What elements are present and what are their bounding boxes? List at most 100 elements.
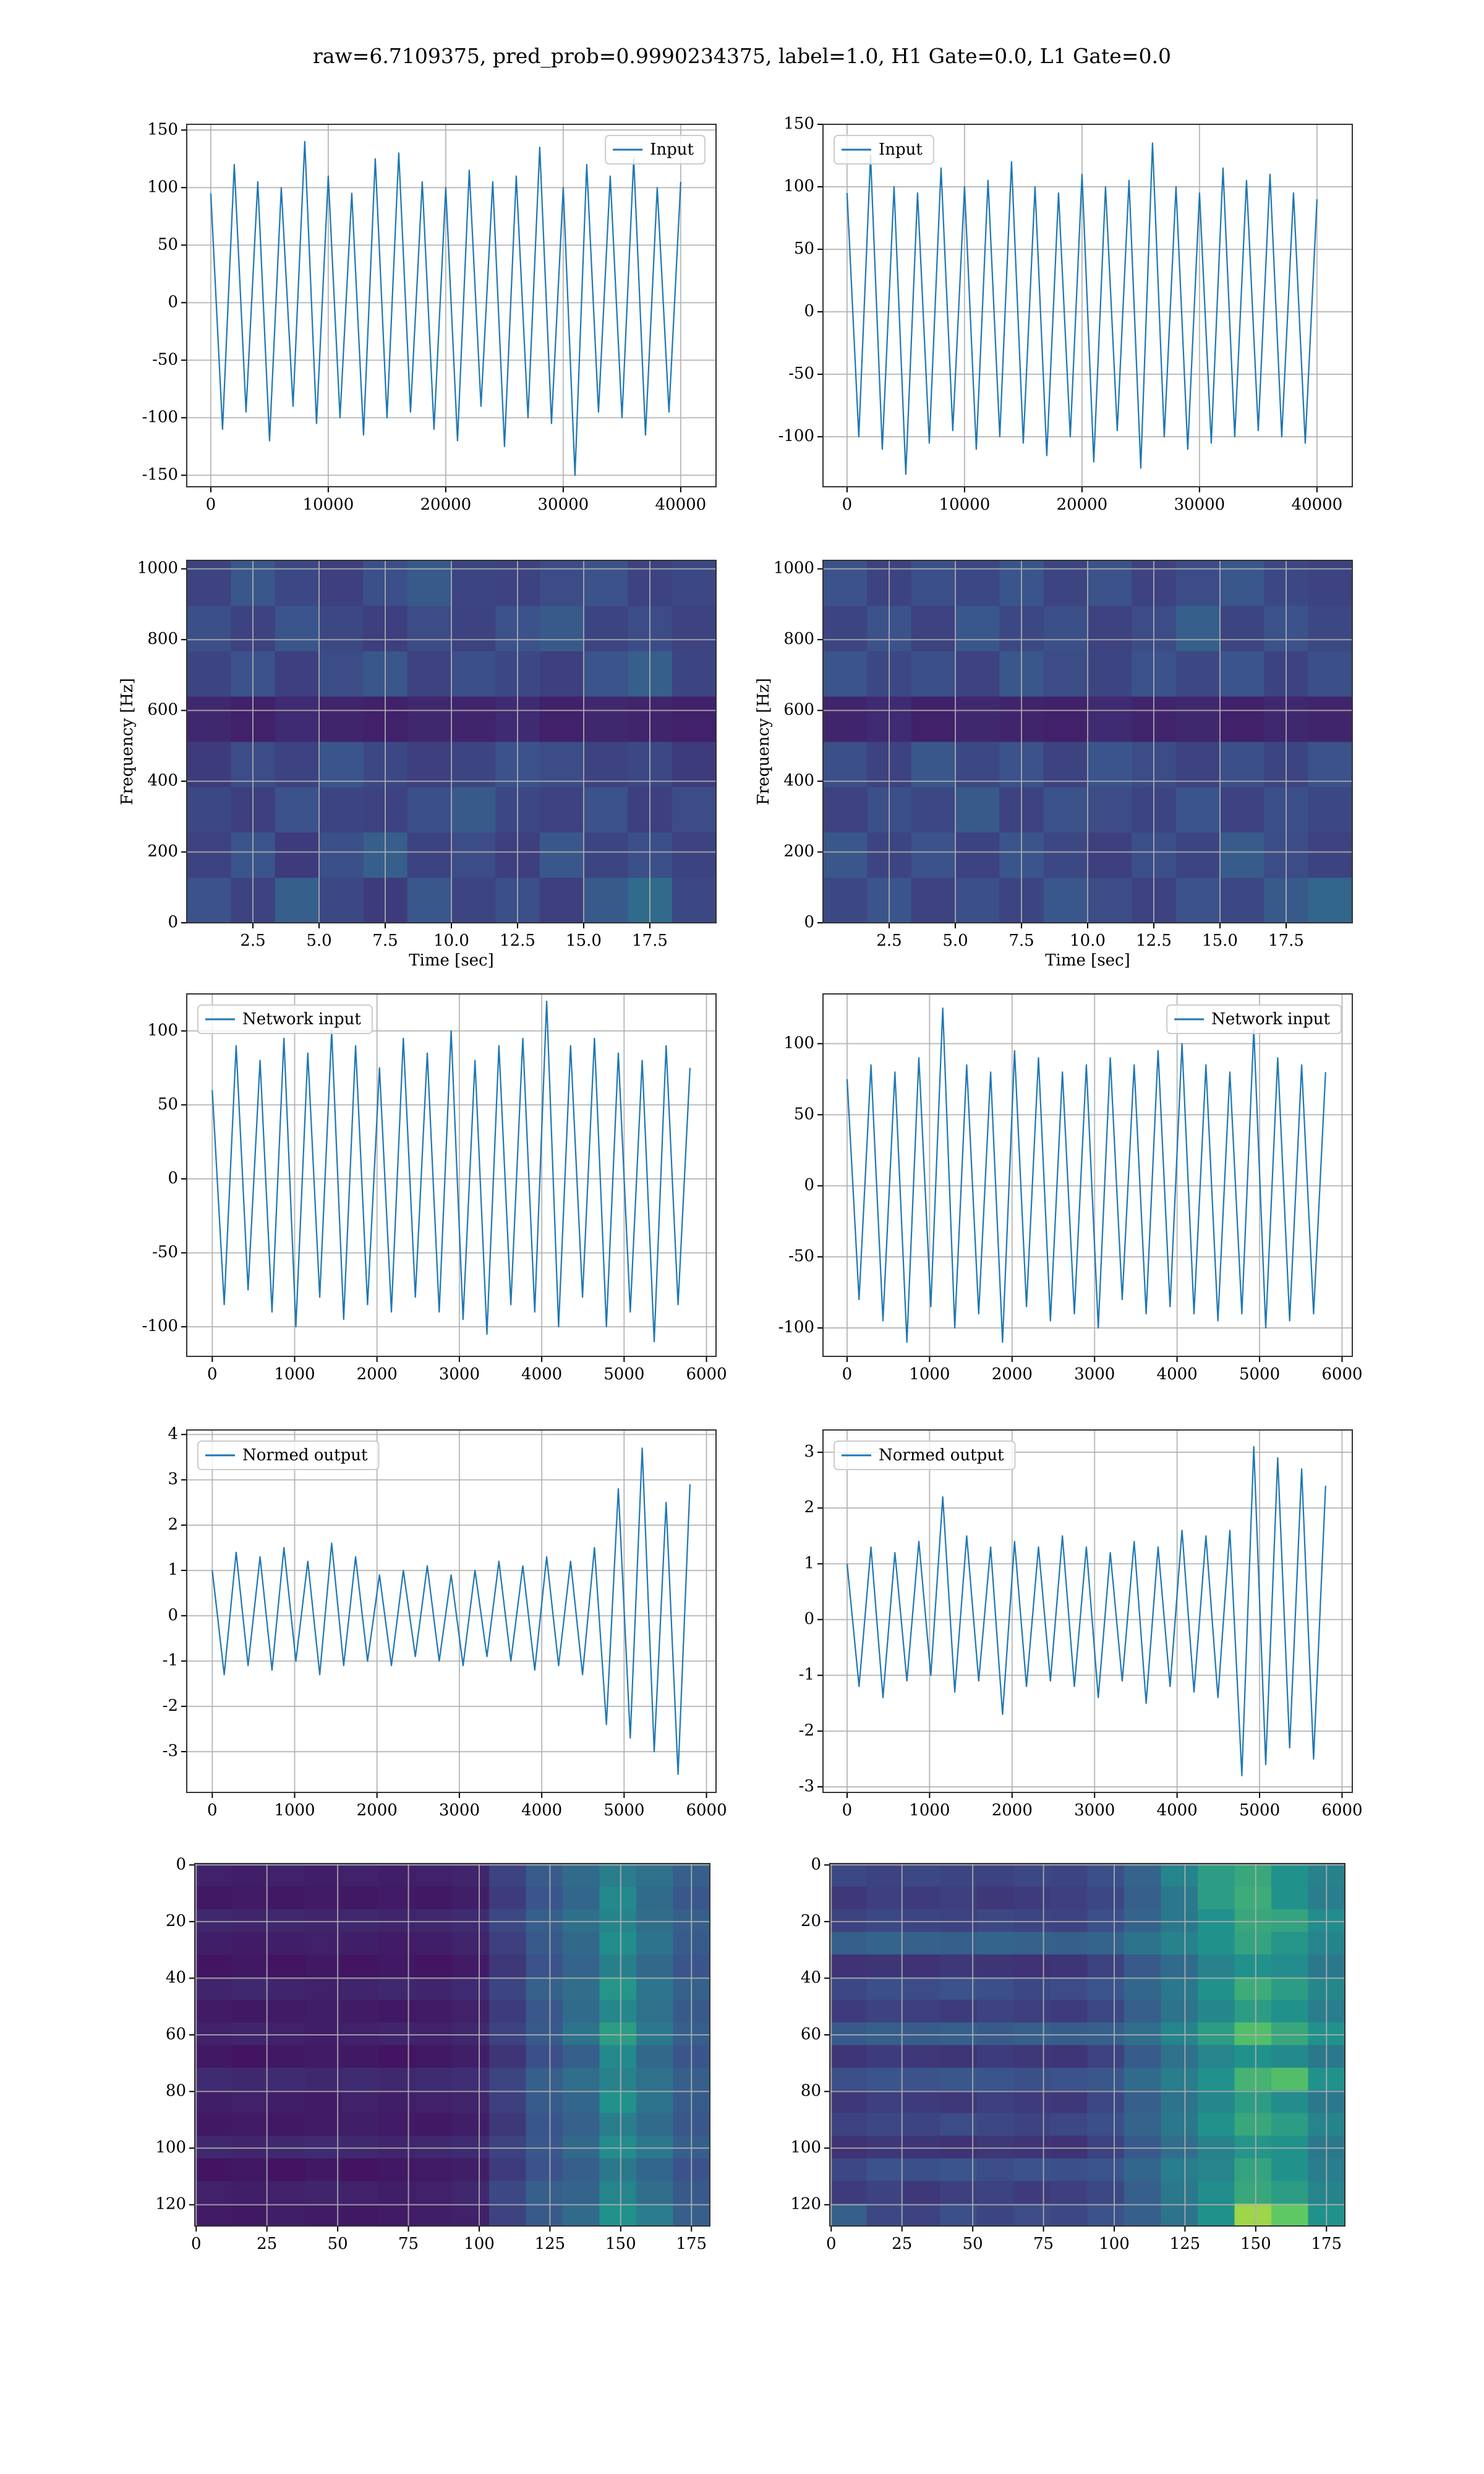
heatmap-cell [1271,2022,1308,2045]
heatmap-cell [1043,787,1088,833]
heatmap-cell [830,2022,867,2045]
y-axis-label: Frequency [Hz] [754,678,773,805]
heatmap-cell [1124,2158,1161,2181]
heatmap-cell [452,2180,490,2204]
heatmap-cell [977,2180,1014,2204]
heatmap-cell [1013,1954,1051,1977]
heatmap-cell [452,2045,490,2068]
heatmap-cell [275,560,320,606]
heatmap-cell [1271,2135,1308,2159]
heatmap-cell [195,2045,232,2068]
heatmap-cell [1087,2180,1125,2204]
y-tick-label: 50 [794,1105,814,1123]
x-tick-label: 12.5 [1136,931,1172,950]
heatmap-cell [830,1954,867,1977]
heatmap-cell [940,1954,978,1977]
heatmap-cell [1308,696,1353,742]
heatmap-cell [977,2067,1014,2091]
heatmap-cell [1051,2067,1088,2091]
x-tick-label: 100 [464,2235,495,2253]
y-tick-label: 800 [783,630,814,648]
heatmap-cell [911,787,956,833]
heatmap-cell [195,1931,232,1954]
heatmap-cell [1051,1954,1088,1977]
x-tick-label: 50 [328,2235,348,2253]
heatmap-cell [955,696,1000,742]
heatmap-cell [830,2203,867,2227]
heatmap-cell [1124,2090,1161,2113]
heatmap-cell [636,2090,673,2113]
y-tick-label: -50 [788,364,814,383]
heatmap-cell [526,1886,563,1909]
heatmap-cell [1087,2067,1125,2091]
x-tick-label: 2000 [992,1801,1033,1820]
heatmap-cell [1013,1909,1051,1932]
heatmap-cell [1271,2112,1308,2136]
heatmap-cell [231,1999,269,2022]
heatmap-cell [940,1864,978,1887]
y-tick-label: -100 [142,408,178,426]
y-tick-label: -1 [799,1666,814,1684]
x-tick-label: 100 [1099,2235,1130,2253]
heatmap-cell [940,1999,978,2022]
data-line [211,1447,691,1775]
heatmap-cell [823,787,868,833]
heatmap-cell [305,2112,343,2136]
heatmap-cell [1013,2135,1051,2159]
heatmap-cell [407,606,452,651]
heatmap-cell [1234,2158,1272,2181]
heatmap-cell [903,2112,940,2136]
heatmap-cell [1043,606,1088,651]
x-tick-label: 30000 [1174,495,1226,514]
axes-frame [822,993,1353,1357]
heatmap-cell [187,606,231,651]
heatmap-cell [1124,1999,1161,2022]
legend: Normed output [197,1440,380,1470]
heatmap-cell [940,1931,978,1954]
heatmap-cell [636,2158,673,2181]
heatmap-cell [489,1864,526,1887]
x-tick-label: 5000 [603,1365,644,1384]
x-tick-label: 4000 [1157,1801,1198,1820]
heatmap-cell [1220,832,1264,878]
x-tick-label: 10.0 [1070,931,1106,950]
heatmap-cell [1234,1999,1272,2022]
heatmap-cell [866,2022,904,2045]
heatmap-cell [268,2090,305,2113]
heatmap-cell [1087,2090,1125,2113]
heatmap-cell [489,2158,526,2181]
heatmap-cell [416,1999,453,2022]
heatmap-cell [1234,1977,1272,2000]
heatmap-cell [563,1864,600,1887]
heatmap-cell [903,2022,940,2045]
heatmap-cell [866,1954,904,1977]
x-tick-label: 12.5 [500,931,535,950]
heatmap-cell [231,2180,269,2204]
data-line [846,1007,1326,1343]
heatmap-cell [866,2090,904,2113]
heatmap-cell [955,832,1000,878]
y-tick-label: -3 [799,1777,814,1796]
heatmap-cell [378,1864,416,1887]
x-tick-label: 20000 [1057,495,1108,514]
axes-frame [822,560,1353,923]
heatmap-cell [955,651,1000,697]
heatmap-cell [231,2158,269,2181]
heatmap-cell [1013,1886,1051,1909]
heatmap-cell [1013,2022,1051,2045]
heatmap-cell [830,1909,867,1932]
heatmap-cell [903,1931,940,1954]
heatmap-cell [1198,1886,1235,1909]
heatmap-cell [866,1931,904,1954]
heatmap-cell [1161,2135,1198,2159]
heatmap-cell [407,787,452,833]
heatmap-cell [526,2158,563,2181]
heatmap-cell [903,1977,940,2000]
heatmap-cell [911,877,956,923]
heatmap-cell [866,2045,904,2068]
y-tick-label: 1 [168,1560,178,1579]
heatmap-cell [268,1977,305,2000]
heatmap-cell [378,2203,416,2227]
heatmap-cell [195,2135,232,2159]
heatmap-cell [451,696,496,742]
